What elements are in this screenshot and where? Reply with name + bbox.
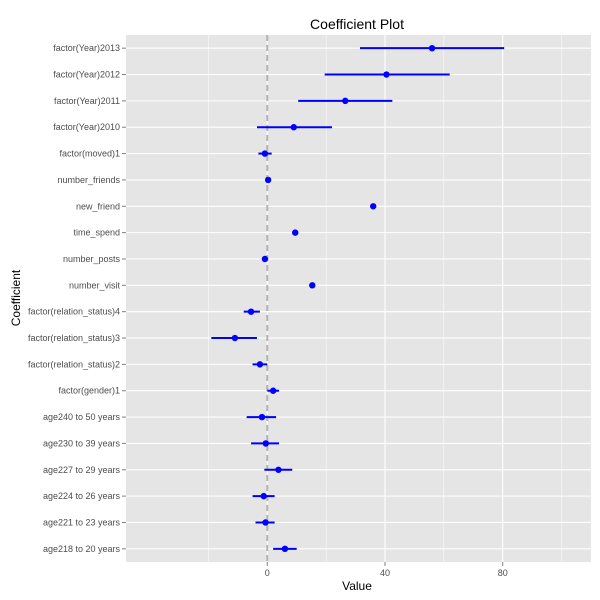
y-tick-label: number_visit bbox=[69, 280, 121, 290]
coefficient-point bbox=[231, 334, 239, 342]
chart-title: Coefficient Plot bbox=[310, 16, 404, 32]
coefficient-point bbox=[264, 176, 272, 184]
y-tick-label: factor(relation_status)4 bbox=[28, 307, 120, 317]
plot-panel bbox=[126, 35, 591, 562]
coefficient-point bbox=[261, 150, 269, 157]
coefficient-point bbox=[275, 466, 282, 473]
coefficient-point bbox=[262, 440, 269, 447]
coefficient-point bbox=[292, 229, 299, 236]
x-tick-label: 40 bbox=[380, 568, 390, 578]
y-tick-label: factor(relation_status)3 bbox=[28, 333, 120, 343]
y-tick-label: number_posts bbox=[63, 254, 121, 264]
coefficient-point bbox=[383, 71, 390, 78]
coefficient-point bbox=[428, 44, 436, 52]
coefficient-point bbox=[269, 387, 277, 394]
y-tick-label: age224 to 26 years bbox=[43, 491, 121, 501]
coefficient-point bbox=[260, 492, 267, 500]
coefficient-point bbox=[342, 97, 349, 105]
coefficient-point bbox=[247, 308, 255, 315]
y-tick-label: factor(Year)2011 bbox=[54, 96, 120, 106]
y-tick-label: factor(Year)2012 bbox=[53, 70, 120, 80]
coefficient-points bbox=[231, 44, 436, 553]
y-tick-label: factor(gender)1 bbox=[58, 386, 120, 396]
coefficient-point bbox=[370, 203, 377, 210]
coefficient-point bbox=[309, 282, 316, 289]
coefficient-point bbox=[262, 519, 269, 526]
y-tick-label: factor(Year)2013 bbox=[53, 43, 120, 53]
coefficient-point bbox=[281, 545, 289, 553]
coefficient-point bbox=[256, 361, 264, 368]
x-tick-label: 0 bbox=[265, 568, 270, 578]
y-tick-label: factor(Year)2010 bbox=[53, 122, 120, 132]
x-axis-ticks: 0 40 80 bbox=[265, 562, 508, 578]
y-tick-label: factor(moved)1 bbox=[59, 149, 120, 159]
y-tick-label: age218 to 20 years bbox=[43, 544, 121, 554]
major-gridlines bbox=[126, 35, 591, 562]
y-tick-label: number_friends bbox=[57, 175, 120, 185]
minor-gridlines bbox=[208, 35, 562, 562]
coefficient-point bbox=[261, 255, 269, 263]
y-tick-label: time_spend bbox=[73, 228, 120, 238]
y-tick-label: factor(relation_status)2 bbox=[28, 359, 120, 369]
y-tick-label: new_friend bbox=[76, 201, 120, 211]
x-axis-title: Value bbox=[342, 579, 372, 593]
coefficient-point bbox=[290, 124, 297, 131]
y-tick-label: age240 to 50 years bbox=[43, 412, 121, 422]
x-tick-label: 80 bbox=[498, 568, 508, 578]
y-tick-label: age227 to 29 years bbox=[43, 465, 121, 475]
y-axis-ticks: factor(Year)2013 factor(Year)2012 factor(Y… bbox=[28, 43, 126, 554]
y-tick-label: age230 to 39 years bbox=[43, 438, 121, 448]
y-tick-label: age221 to 23 years bbox=[43, 517, 121, 527]
y-axis-title: Coefficient bbox=[9, 269, 23, 326]
coefficient-point bbox=[258, 413, 266, 421]
